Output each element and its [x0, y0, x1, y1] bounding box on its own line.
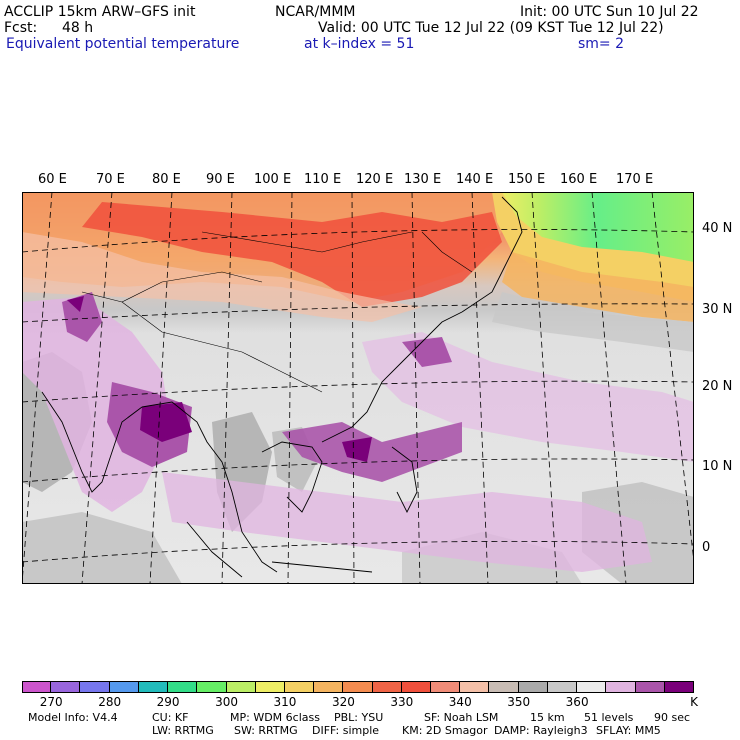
moisture-medium-purple	[402, 337, 452, 367]
longitude-label: 90 E	[206, 172, 235, 187]
moisture-light-purple	[162, 472, 652, 572]
latitude-label: 40 N	[702, 221, 733, 236]
forecast-hours: 48 h	[62, 20, 94, 36]
colorbar-tick-label: 320	[331, 695, 355, 709]
longitude-label: 60 E	[38, 172, 67, 187]
colorbar-tick-label: 360	[565, 695, 589, 709]
pacific-green-region	[502, 192, 694, 262]
latitude-label: 30 N	[702, 302, 733, 317]
colorbar-swatch	[460, 681, 490, 693]
longitude-label: 140 E	[456, 172, 494, 187]
model-info-item: LW: RRTMG	[152, 724, 214, 737]
latitude-label: 0	[702, 540, 711, 555]
colorbar-unit: K	[690, 695, 698, 709]
moisture-dark-purple	[140, 402, 192, 442]
colorbar-swatch	[109, 681, 139, 693]
warm-band-light	[22, 232, 422, 322]
model-info-item: DIFF: simple	[312, 724, 380, 737]
colorbar-tick-label: 270	[39, 695, 63, 709]
moisture-dark-purple	[342, 437, 372, 462]
colorbar-swatch	[489, 681, 519, 693]
model-info-item: 90 sec	[654, 711, 691, 724]
moisture-light-purple	[362, 332, 694, 462]
model-info-item: DAMP: Rayleigh3	[494, 724, 588, 737]
colorbar-swatch	[635, 681, 665, 693]
colorbar-tick-label: 350	[507, 695, 531, 709]
colorbar-swatch	[284, 681, 315, 693]
colorbar-swatch	[138, 681, 169, 693]
pacific-grey-band	[492, 292, 694, 352]
longitude-label: 70 E	[96, 172, 125, 187]
colorbar-frame	[22, 681, 694, 693]
colorbar-swatch	[255, 681, 285, 693]
colorbar-swatch	[226, 681, 256, 693]
colorbar-swatch	[168, 681, 198, 693]
init-time: Init: 00 UTC Sun 10 Jul 22	[520, 4, 699, 20]
colorbar-tick-label: 340	[448, 695, 472, 709]
colorbar-swatch	[197, 681, 227, 693]
colorbar-swatch	[547, 681, 578, 693]
longitude-label: 160 E	[560, 172, 598, 187]
field-name: Equivalent potential temperature	[6, 36, 240, 52]
valid-time: Valid: 00 UTC Tue 12 Jul 22 (09 KST Tue …	[318, 20, 664, 36]
longitude-label: 130 E	[404, 172, 442, 187]
model-info-item: 15 km	[530, 711, 565, 724]
longitude-label: 80 E	[152, 172, 181, 187]
colorbar-tick-label: 310	[273, 695, 297, 709]
level-index: at k–index = 51	[304, 36, 415, 52]
model-info-item: CU: KF	[152, 711, 189, 724]
colorbar-swatch	[22, 681, 52, 693]
colorbar-tick-label: 290	[156, 695, 180, 709]
model-info-item: SF: Noah LSM	[424, 711, 499, 724]
colorbar-swatch	[314, 681, 344, 693]
model-info-item: SW: RRTMG	[234, 724, 298, 737]
latitude-label: 20 N	[702, 379, 733, 394]
colorbar-tick-label: 300	[215, 695, 238, 709]
coastlines	[41, 196, 523, 578]
model-info-item: Model Info: V4.4	[28, 711, 118, 724]
grey-ocean-patch	[22, 512, 182, 584]
colorbar-swatch	[518, 681, 548, 693]
map-frame	[22, 192, 694, 584]
model-info-item: 51 levels	[584, 711, 634, 724]
forecast-label: Fcst:	[4, 20, 38, 36]
latitude-label: 10 N	[702, 459, 733, 474]
graticule	[22, 192, 694, 584]
colorbar-swatch	[606, 681, 636, 693]
model-info-item: PBL: YSU	[334, 711, 384, 724]
colorbar-swatch	[577, 681, 607, 693]
colorbar-tick-label: 280	[98, 695, 122, 709]
colorbar-swatch	[51, 681, 81, 693]
longitude-label: 170 E	[616, 172, 654, 187]
longitude-label: 120 E	[356, 172, 394, 187]
smoothing-value: sm= 2	[578, 36, 625, 52]
model-info-item: KM: 2D Smagor	[402, 724, 488, 737]
moisture-dark-purple	[67, 296, 84, 312]
colorbar-swatch	[343, 681, 373, 693]
colorbar-swatch	[401, 681, 432, 693]
longitude-label: 150 E	[508, 172, 546, 187]
warm-band-red	[82, 202, 502, 307]
colorbar-tick-label: 330	[390, 695, 414, 709]
longitude-label: 100 E	[254, 172, 292, 187]
model-info-item: SFLAY: MM5	[596, 724, 661, 737]
colorbar-swatch	[372, 681, 402, 693]
pacific-orange-band	[502, 252, 694, 322]
longitude-label: 110 E	[304, 172, 342, 187]
colorbar-swatch	[431, 681, 461, 693]
model-title: ACCLIP 15km ARW–GFS init	[4, 4, 196, 20]
country-borders	[81, 231, 473, 393]
colorbar-swatch	[80, 681, 110, 693]
organization-label: NCAR/MMM	[275, 4, 356, 20]
theta-e-map	[22, 192, 694, 584]
model-info-item: MP: WDM 6class	[230, 711, 320, 724]
